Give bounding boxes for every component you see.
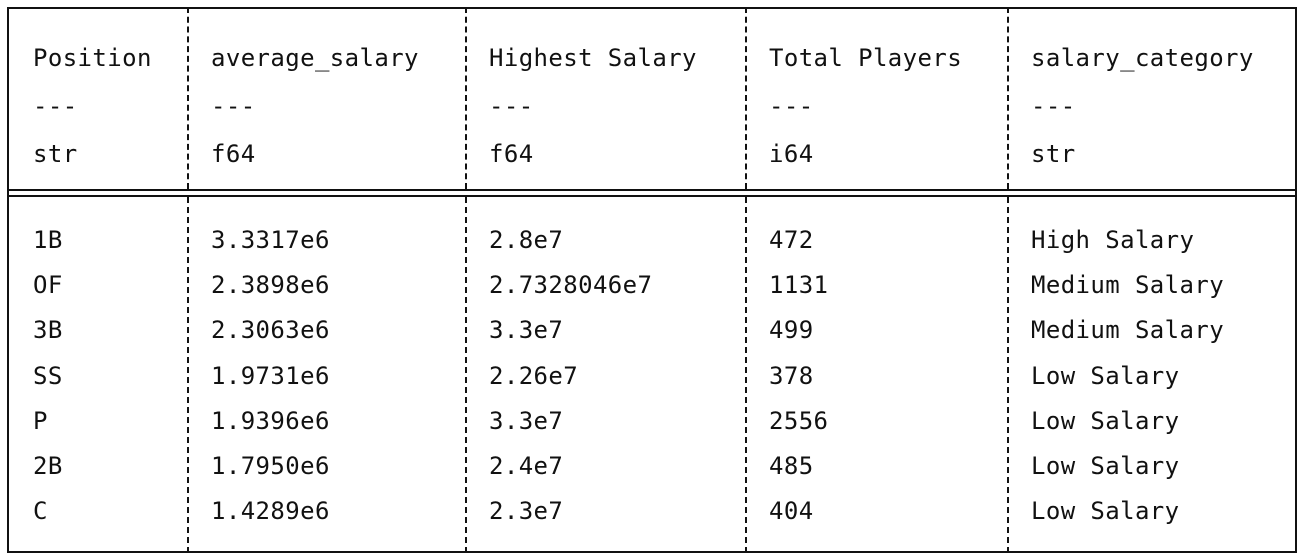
column-separator	[1007, 7, 1009, 189]
header-divider-bottom	[7, 195, 1297, 197]
header-separator: ---	[1031, 92, 1076, 120]
table-cell: 2B	[33, 452, 63, 480]
column-separator	[465, 197, 467, 553]
column-separator	[465, 7, 467, 189]
table-cell: Low Salary	[1031, 406, 1180, 435]
column-header: salary_category	[1031, 44, 1254, 72]
column-header: average_salary	[211, 44, 419, 72]
table-cell: 485	[769, 452, 814, 480]
column-separator	[1007, 197, 1009, 553]
table-cell: OF	[33, 271, 63, 300]
table-cell: 3B	[33, 316, 63, 345]
table-cell: 2.3e7	[489, 497, 564, 526]
column-dtype: str	[33, 140, 78, 168]
header-separator: ---	[33, 92, 78, 120]
table-cell: 2.4e7	[489, 452, 564, 480]
table-cell: Low Salary	[1031, 497, 1180, 526]
table-cell: 1.4289e6	[211, 497, 330, 526]
table-cell: 472	[769, 226, 814, 254]
table-cell: C	[33, 497, 48, 526]
column-dtype: i64	[769, 140, 814, 168]
table-cell: 2.3063e6	[211, 316, 330, 345]
table-cell: 1.9731e6	[211, 361, 330, 390]
table-cell: 378	[769, 361, 814, 390]
column-dtype: str	[1031, 140, 1076, 168]
table-cell: 2.7328046e7	[489, 271, 653, 300]
header-separator: ---	[769, 92, 814, 120]
column-separator	[745, 197, 747, 553]
table-cell: Medium Salary	[1031, 271, 1225, 300]
column-header: Highest Salary	[489, 44, 697, 72]
table-cell: 1.9396e6	[211, 406, 330, 435]
column-dtype: f64	[489, 140, 534, 168]
column-separator	[187, 7, 189, 189]
column-separator	[745, 7, 747, 189]
table-cell: 2.3898e6	[211, 271, 330, 300]
header-separator: ---	[489, 92, 534, 120]
table-cell: 2.8e7	[489, 226, 564, 254]
column-header: Position	[33, 44, 152, 72]
column-separator	[187, 197, 189, 553]
table-cell: 404	[769, 497, 814, 526]
column-dtype: f64	[211, 140, 256, 168]
table-cell: 499	[769, 316, 814, 345]
table-cell: 1.7950e6	[211, 452, 330, 480]
table-cell: 3.3317e6	[211, 226, 330, 254]
table-cell: High Salary	[1031, 226, 1195, 254]
table-cell: P	[33, 406, 48, 435]
table-cell: 1B	[33, 226, 63, 254]
table-cell: 3.3e7	[489, 406, 564, 435]
header-separator: ---	[211, 92, 256, 120]
column-header: Total Players	[769, 44, 963, 72]
table-cell: 2556	[769, 406, 829, 435]
table-cell: 2.26e7	[489, 361, 579, 390]
table-cell: 3.3e7	[489, 316, 564, 345]
table-cell: 1131	[769, 271, 829, 300]
table-cell: Low Salary	[1031, 452, 1180, 480]
table-cell: Low Salary	[1031, 361, 1180, 390]
header-divider-top	[7, 189, 1297, 191]
table-cell: Medium Salary	[1031, 316, 1225, 345]
dataframe-table	[7, 7, 1297, 553]
table-cell: SS	[33, 361, 63, 390]
